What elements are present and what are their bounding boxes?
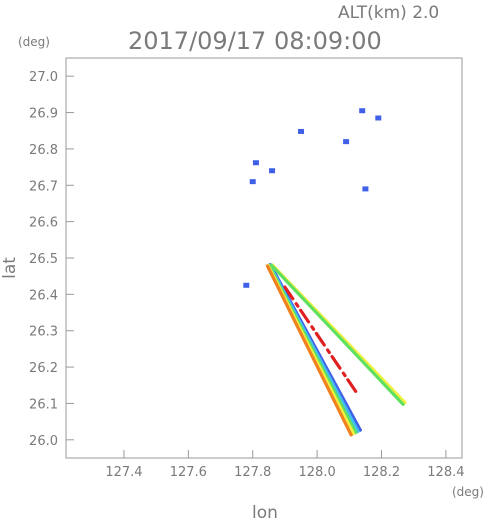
echo-band-inner-red	[283, 285, 361, 398]
echo-cluster	[249, 179, 256, 185]
x-tick-label: 128.4	[427, 465, 464, 480]
y-tick-label: 26.5	[29, 252, 58, 267]
y-tick-label: 26.9	[29, 107, 58, 122]
x-tick-label: 128.0	[299, 465, 336, 480]
echo-cluster	[343, 139, 350, 145]
plot-area	[243, 108, 407, 437]
y-tick-label: 27.0	[29, 70, 58, 85]
echo-cluster	[243, 282, 250, 288]
x-axis-label: lon	[252, 503, 278, 521]
echo-cluster	[362, 186, 369, 192]
echo-cluster	[375, 115, 382, 121]
y-axis-label: lat	[0, 257, 20, 279]
x-tick-label: 128.2	[363, 465, 400, 480]
x-tick-label: 127.8	[234, 465, 271, 480]
y-tick-label: 26.2	[29, 361, 58, 376]
echo-cluster	[252, 160, 259, 166]
axis-ticks: 127.4 127.6 127.8 128.0 128.2 128.4 26.0 26.1 26…	[29, 70, 464, 480]
y-tick-label: 26.4	[29, 288, 58, 303]
echo-cluster	[359, 108, 366, 114]
y-unit-label: (deg)	[18, 35, 50, 49]
chart-title: 2017/09/17 08:09:00	[128, 27, 382, 55]
echo-cluster	[269, 168, 276, 174]
altitude-label: ALT(km) 2.0	[338, 3, 439, 23]
x-unit-label: (deg)	[452, 485, 484, 499]
y-tick-label: 26.0	[29, 434, 58, 449]
x-tick-label: 127.4	[105, 465, 142, 480]
y-tick-label: 26.6	[29, 216, 58, 231]
y-tick-label: 26.8	[29, 143, 58, 158]
echo-band-east-edge	[270, 263, 405, 406]
x-tick-label: 127.6	[170, 465, 207, 480]
echo-band-west-edge	[265, 264, 353, 437]
plot-frame	[65, 57, 463, 459]
y-tick-label: 26.1	[29, 397, 58, 412]
y-tick-label: 26.7	[29, 179, 58, 194]
echo-cluster	[298, 128, 305, 134]
y-tick-label: 26.3	[29, 325, 58, 340]
